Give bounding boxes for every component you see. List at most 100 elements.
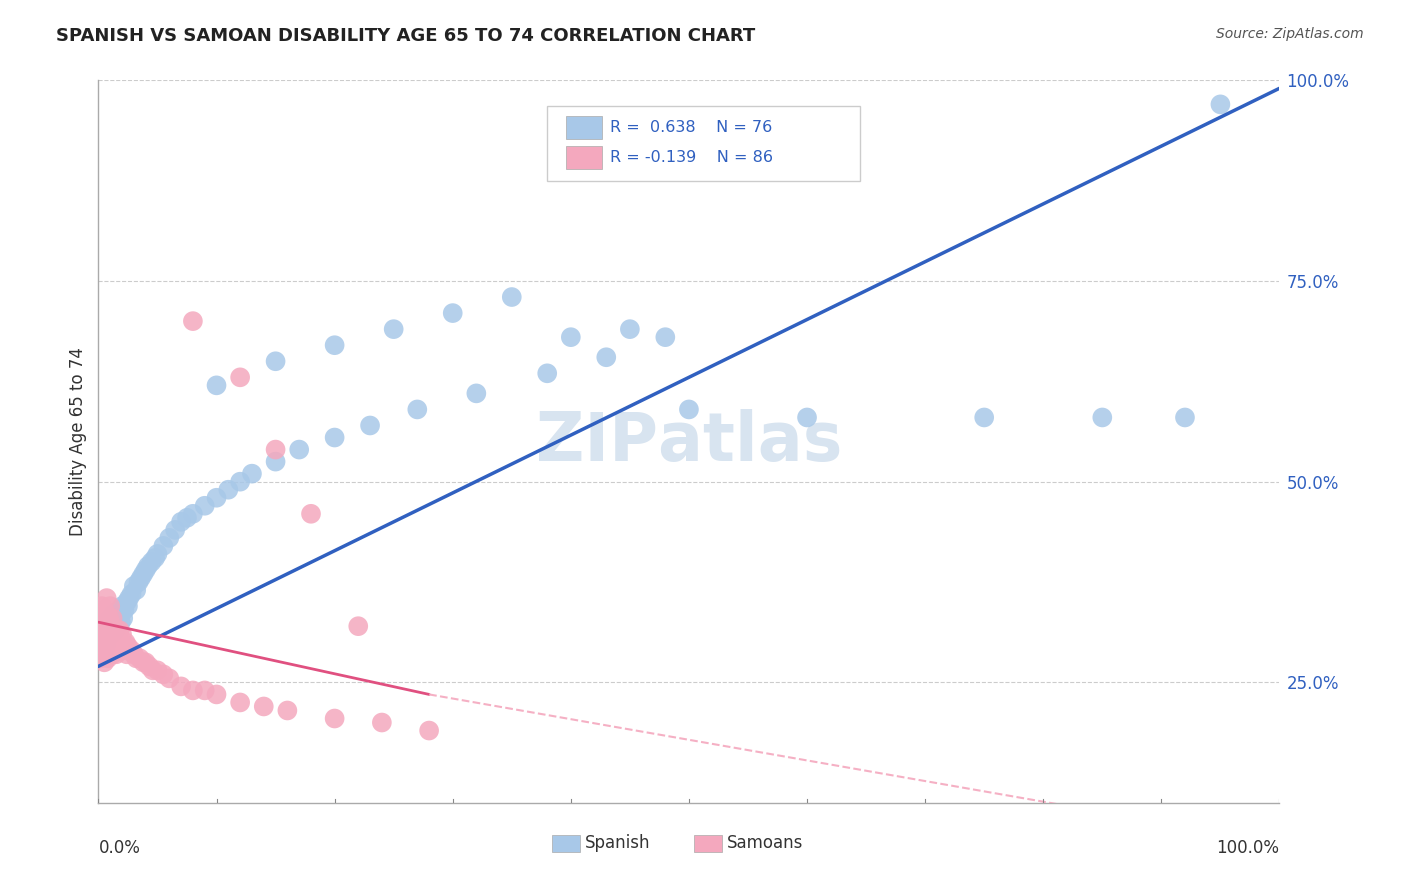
Point	[323, 338, 346, 352]
Point	[98, 643, 121, 657]
Point	[91, 627, 114, 641]
Point	[143, 550, 166, 566]
Point	[323, 712, 346, 726]
Point	[98, 611, 121, 625]
Point	[93, 648, 115, 662]
Point	[465, 386, 488, 401]
Point	[89, 651, 111, 665]
Point	[253, 699, 276, 714]
Point	[170, 680, 193, 694]
FancyBboxPatch shape	[567, 146, 602, 169]
Point	[101, 615, 124, 630]
Point	[105, 648, 128, 662]
Text: R =  0.638    N = 76: R = 0.638 N = 76	[610, 120, 772, 135]
Point	[205, 378, 228, 392]
Point	[1091, 410, 1114, 425]
Point	[111, 627, 134, 641]
Point	[441, 306, 464, 320]
Point	[91, 635, 114, 649]
Point	[595, 350, 617, 364]
Point	[152, 539, 174, 553]
Point	[299, 507, 322, 521]
Point	[89, 639, 111, 653]
Point	[108, 607, 131, 621]
Text: R = -0.139    N = 86: R = -0.139 N = 86	[610, 150, 773, 165]
Point	[90, 619, 112, 633]
Point	[91, 599, 114, 614]
Text: Source: ZipAtlas.com: Source: ZipAtlas.com	[1216, 27, 1364, 41]
FancyBboxPatch shape	[693, 835, 723, 852]
Point	[90, 643, 112, 657]
Point	[560, 330, 582, 344]
Point	[371, 715, 394, 730]
Point	[91, 623, 114, 637]
Point	[176, 510, 198, 524]
Point	[205, 687, 228, 701]
Point	[97, 632, 120, 646]
Point	[194, 499, 217, 513]
Point	[146, 664, 169, 678]
Point	[323, 430, 346, 444]
Point	[229, 370, 252, 384]
Point	[98, 627, 121, 641]
Point	[91, 639, 114, 653]
Point	[217, 483, 239, 497]
Point	[112, 611, 135, 625]
Point	[229, 475, 252, 489]
Point	[105, 611, 128, 625]
Point	[89, 627, 111, 641]
Point	[347, 619, 370, 633]
Point	[229, 696, 252, 710]
Point	[121, 587, 143, 601]
Point	[107, 643, 129, 657]
Point	[128, 574, 150, 589]
FancyBboxPatch shape	[553, 835, 581, 852]
Point	[125, 651, 148, 665]
FancyBboxPatch shape	[567, 116, 602, 139]
Point	[93, 632, 115, 646]
Point	[678, 402, 700, 417]
Point	[138, 659, 160, 673]
Point	[96, 615, 118, 630]
Point	[1174, 410, 1197, 425]
Text: 0.0%: 0.0%	[98, 838, 141, 857]
Point	[91, 627, 114, 641]
Point	[94, 639, 117, 653]
Point	[104, 627, 127, 641]
Point	[96, 607, 118, 621]
Point	[619, 322, 641, 336]
Point	[264, 454, 287, 468]
Point	[103, 607, 125, 621]
Point	[115, 595, 138, 609]
Point	[90, 632, 112, 646]
Point	[359, 418, 381, 433]
Point	[501, 290, 523, 304]
Point	[97, 651, 120, 665]
Point	[382, 322, 405, 336]
Point	[136, 558, 159, 573]
Point	[111, 639, 134, 653]
Point	[111, 599, 134, 614]
Text: Spanish: Spanish	[585, 833, 651, 852]
Point	[654, 330, 676, 344]
Point	[100, 639, 122, 653]
Point	[117, 639, 139, 653]
Point	[121, 643, 143, 657]
Point	[118, 643, 141, 657]
Point	[132, 567, 155, 582]
Point	[104, 623, 127, 637]
Point	[240, 467, 263, 481]
Point	[107, 627, 129, 641]
Point	[94, 623, 117, 637]
Point	[536, 366, 558, 380]
Point	[112, 603, 135, 617]
Point	[142, 664, 165, 678]
Point	[796, 410, 818, 425]
Point	[107, 603, 129, 617]
Point	[110, 615, 132, 630]
Point	[181, 314, 204, 328]
Point	[101, 627, 124, 641]
Point	[96, 643, 118, 657]
Point	[146, 547, 169, 561]
Point	[105, 623, 128, 637]
